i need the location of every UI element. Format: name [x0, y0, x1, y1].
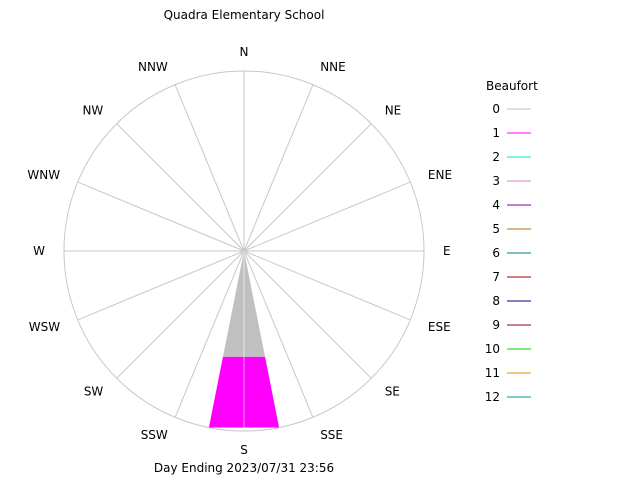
spoke-sw	[116, 250, 245, 379]
direction-label-w: W	[33, 244, 45, 258]
legend-label-10: 10	[485, 342, 500, 356]
legend-title: Beaufort	[486, 79, 538, 93]
spoke-ese	[243, 250, 411, 321]
direction-label-ese: ESE	[428, 320, 451, 334]
direction-label-nnw: NNW	[138, 60, 168, 74]
direction-label-e: E	[443, 244, 451, 258]
legend-label-9: 9	[492, 318, 500, 332]
spoke-ene	[243, 181, 411, 252]
direction-label-se: SE	[385, 385, 400, 399]
legend-label-0: 0	[492, 102, 500, 116]
direction-label-ne: NE	[385, 103, 402, 117]
wind-wedges	[208, 251, 280, 431]
spoke-ssw	[174, 250, 245, 418]
direction-label-sse: SSE	[320, 428, 343, 442]
legend-label-3: 3	[492, 174, 500, 188]
direction-label-nne: NNE	[320, 60, 346, 74]
direction-label-n: N	[240, 45, 249, 59]
legend-label-2: 2	[492, 150, 500, 164]
direction-label-sw: SW	[84, 385, 104, 399]
legend-label-6: 6	[492, 246, 500, 260]
legend-label-8: 8	[492, 294, 500, 308]
legend-label-7: 7	[492, 270, 500, 284]
spoke-nnw	[174, 84, 245, 252]
direction-labels: N NNE NE ENE E ESE SE SSE S SSW SW WSW W WNW NW NNW	[27, 45, 452, 457]
direction-label-ene: ENE	[428, 168, 452, 182]
spoke-se	[243, 250, 372, 379]
direction-label-nw: NW	[82, 103, 103, 117]
direction-label-wsw: WSW	[29, 320, 60, 334]
legend-label-11: 11	[485, 366, 500, 380]
legend-label-12: 12	[485, 390, 500, 404]
chart-footer: Day Ending 2023/07/31 23:56	[154, 461, 334, 475]
spoke-sse	[243, 250, 314, 418]
direction-label-ssw: SSW	[141, 428, 168, 442]
legend-label-1: 1	[492, 126, 500, 140]
spoke-wnw	[77, 181, 245, 252]
spoke-wsw	[77, 250, 245, 321]
spoke-ne	[243, 123, 372, 252]
spoke-nw	[116, 123, 245, 252]
legend-label-5: 5	[492, 222, 500, 236]
chart-title: Quadra Elementary School	[164, 8, 325, 22]
legend-label-4: 4	[492, 198, 500, 212]
spoke-nne	[243, 84, 314, 252]
direction-label-wnw: WNW	[27, 168, 60, 182]
direction-label-s: S	[240, 443, 248, 457]
